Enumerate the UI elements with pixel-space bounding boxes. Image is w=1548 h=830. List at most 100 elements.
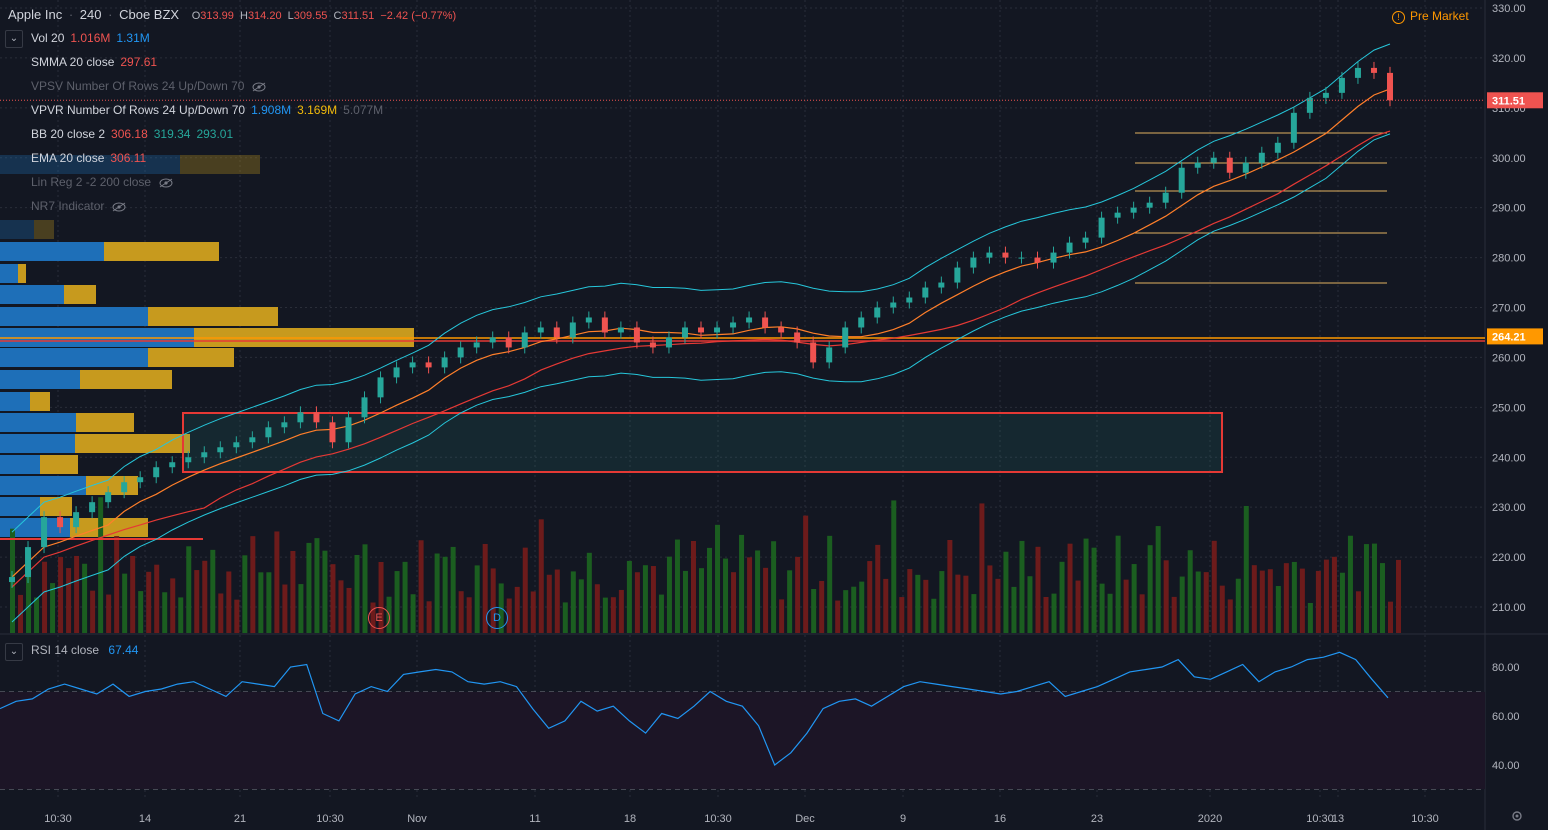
volume-bar [1107,593,1113,633]
volume-bar [1115,535,1121,633]
time-tick-label: 2020 [1198,813,1222,825]
vp-up-bar [0,370,80,389]
volume-bar [979,503,985,633]
vp-up-bar [0,220,34,239]
pre-market-badge[interactable]: ! Pre Market [1392,9,1469,24]
volume-profile [0,155,414,537]
volume-bar [1139,594,1145,633]
earnings-event-marker[interactable]: E [368,607,390,629]
time-tick-label: 10:30 [1306,813,1334,825]
info-icon: ! [1392,11,1405,24]
volume-bar [578,579,584,633]
volume-bar [1163,560,1169,633]
volume-bar [1099,583,1105,633]
collapse-rsi-button[interactable]: ⌄ [5,643,23,661]
candle-body [1194,162,1201,168]
price-tick-label: 320.00 [1492,53,1526,65]
vp-up-bar [0,434,75,453]
volume-bar [674,539,680,633]
volume-bar [546,574,552,633]
indicator-name: SMMA 20 close [31,55,115,69]
dividend-event-marker[interactable]: D [486,607,508,629]
candle-body [457,347,464,358]
indicator-row[interactable]: Vol 20 1.016M 1.31M [31,30,150,46]
volume-bar [1123,579,1129,633]
vp-down-bar [64,285,96,304]
symbol-exchange: Cboe BZX [119,7,180,22]
candle-body [1034,257,1041,263]
candle-body [409,362,416,368]
candle-body [698,327,704,333]
candle-body [858,317,865,328]
rsi-tick-label: 80.00 [1492,662,1520,674]
volume-bar [634,572,640,633]
indicator-row[interactable]: VPSV Number Of Rows 24 Up/Down 70 [31,78,266,94]
candle-body [938,282,945,288]
volume-bar [418,540,424,633]
ohlc: O313.99 H314.20 L309.55 C311.51 −2.42 (−… [192,10,459,22]
indicator-row[interactable]: Lin Reg 2 -2 200 close [31,174,173,190]
candle-body [1146,202,1153,208]
candle-body [137,477,144,483]
rsi-pane [0,692,1485,789]
eye-hidden-icon[interactable] [159,178,173,188]
vp-down-bar [70,518,148,537]
candle-body [730,322,737,328]
candle-body [201,452,208,458]
high-value: 314.20 [247,10,282,22]
time-tick-label: 11 [529,813,540,825]
candle-body [810,342,817,363]
volume-bar [186,546,192,633]
candle-body [265,427,272,438]
indicator-value: 1.016M [70,31,111,45]
volume-bar [891,500,897,633]
time-tick-label: Dec [795,813,815,825]
indicator-row[interactable]: BB 20 close 2 306.18 319.34 293.01 [31,126,233,142]
candle-body [41,517,48,548]
candle-body [649,342,656,348]
volume-bar [194,570,200,633]
volume-bar [947,539,953,633]
indicator-name: VPSV Number Of Rows 24 Up/Down 70 [31,79,245,93]
price-tick-label: 230.00 [1492,502,1526,514]
indicator-row[interactable]: SMMA 20 close 297.61 [31,54,157,70]
volume-bar [867,561,873,633]
volume-bar [1371,543,1377,633]
eye-hidden-icon[interactable] [252,82,266,92]
symbol-header[interactable]: Apple Inc · 240 · Cboe BZX O313.99 H314.… [8,7,462,22]
volume-bar [466,597,472,633]
volume-bar [1083,538,1089,633]
settings-gear-icon[interactable] [1510,809,1524,823]
time-tick-label: 10:30 [1411,813,1439,825]
volume-bar [835,600,841,633]
collapse-legend-button[interactable]: ⌄ [5,30,23,48]
volume-bar [827,535,833,633]
open-label: O [191,10,201,22]
price-tick-label: 250.00 [1492,402,1526,414]
volume-bar [1283,563,1289,633]
indicator-row[interactable]: NR7 Indicator [31,198,126,214]
volume-bar [1059,561,1065,633]
volume-bar [1243,505,1249,633]
bb-lower [11,133,1391,623]
volume-bar [747,557,753,633]
eye-hidden-icon[interactable] [112,202,126,212]
volume-bar [242,555,248,633]
indicator-value: 3.169M [297,103,338,117]
indicator-row[interactable]: VPVR Number Of Rows 24 Up/Down 70 1.908M 3… [31,102,383,118]
volume-bar [658,594,664,633]
price-tick-label: 260.00 [1492,352,1526,364]
volume-bar [330,564,336,633]
volume-bar [1211,540,1217,633]
volume-bar [82,563,88,633]
candle-body [153,467,160,478]
volume-bar [50,583,56,633]
time-tick-label: 9 [900,813,906,825]
time-tick-label: 18 [624,813,636,825]
volume-bar [1019,540,1025,633]
indicator-row[interactable]: EMA 20 close 306.11 [31,150,146,166]
volume-bar [1147,545,1153,633]
candle-body [762,317,769,328]
volume-bar [642,565,648,633]
